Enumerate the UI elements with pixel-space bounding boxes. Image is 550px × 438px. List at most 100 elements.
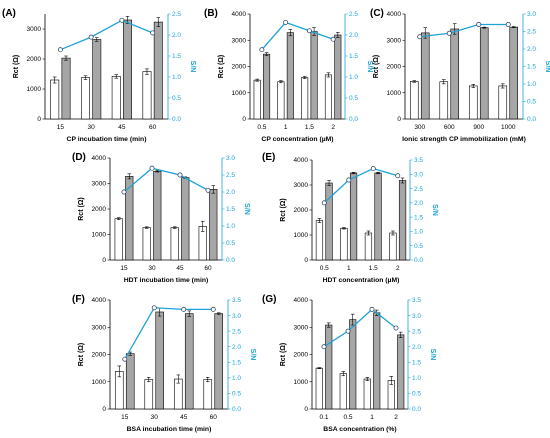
bar-before (50, 79, 60, 120)
y2-tick-label: 2.5 (412, 328, 421, 335)
sn-point (446, 30, 452, 36)
x-tick-label: 0.1 (319, 414, 328, 421)
x-tick-label: 45 (176, 265, 184, 272)
x-tick-label: 1 (284, 124, 288, 131)
y2-tick-label: 2.0 (232, 344, 241, 351)
y2-tick-label: 0.5 (527, 99, 536, 106)
y2-tick-label: 1.5 (232, 359, 241, 366)
sn-point (321, 200, 327, 206)
y2-tick-label: 0.0 (412, 406, 421, 413)
y2-tick-label: 1.0 (527, 81, 536, 88)
x-tick-label: 60 (204, 265, 212, 272)
bar-after (310, 31, 318, 120)
y2-tick-label: 1.0 (172, 74, 181, 81)
y2-tick-label: 2.0 (527, 46, 536, 53)
bar-after (214, 313, 224, 410)
y2-tick-label: 2.5 (527, 29, 536, 36)
y2-tick-label: 0.5 (412, 391, 421, 398)
y2-tick-label: 1.5 (226, 206, 235, 213)
y2-axis-title: S/N (189, 61, 196, 73)
sn-point (330, 36, 336, 42)
y-tick-label: 3000 (232, 37, 247, 44)
chart-panel-3: (C) 0 1000 2000 3000 4000 0.0 0.5 1.0 1.5 2.0 2.5 3.… (370, 8, 550, 143)
bar-after (155, 311, 165, 410)
x-tick-label: 30 (88, 124, 96, 131)
bar-after (92, 39, 102, 120)
y-tick-label: 3000 (294, 182, 309, 189)
chart-panel-1: (A) 0 1000 2000 3000 0.0 0.5 1.0 1.5 2.0 2.5 Rct (Ω… (2, 8, 196, 143)
y-axis-title: Rct (Ω) (218, 55, 225, 79)
y-axis-title: Rct (Ω) (78, 197, 85, 221)
y2-tick-label: 1.5 (172, 53, 181, 60)
bar-before (439, 81, 449, 120)
x-axis-title: HDT concentration (µM) (323, 277, 400, 284)
bar-after (181, 177, 190, 261)
bar-after (349, 319, 357, 410)
y-tick-label: 2000 (232, 64, 247, 71)
bar-after (398, 180, 407, 261)
sn-point (121, 189, 127, 195)
bar-before (339, 373, 347, 410)
bar-before (277, 81, 285, 120)
y2-tick-label: 1.0 (226, 223, 235, 230)
panel-label: (A) (2, 8, 16, 19)
chart-panel-6: (F) 0 1000 2000 3000 4000 0.0 0.5 1.0 1.5 2.0 2.5 3.… (72, 294, 256, 433)
sn-point (149, 165, 155, 171)
sn-point (151, 305, 157, 311)
sn-point (177, 172, 183, 178)
bar-after (263, 53, 271, 120)
x-axis-title: BSA concentration (%) (323, 426, 396, 433)
y2-tick-label: 2.5 (172, 11, 181, 18)
bar-before (203, 379, 213, 410)
y2-tick-label: 0.5 (349, 95, 358, 102)
sn-point (346, 177, 352, 183)
y2-axis-title: S/N (366, 61, 373, 73)
y-tick-label: 3000 (387, 37, 402, 44)
panel-label: (D) (72, 152, 86, 163)
sn-point (57, 47, 63, 53)
y2-tick-label: 1.0 (232, 375, 241, 382)
y-tick-label: 4000 (387, 11, 402, 18)
y2-tick-label: 0.5 (232, 391, 241, 398)
sn-point (321, 344, 327, 350)
bar-before (142, 227, 151, 261)
bar-before (142, 71, 152, 120)
bar-before (315, 367, 323, 410)
bar-before (170, 227, 179, 261)
y2-tick-label: 2.5 (226, 172, 235, 179)
bar-after (334, 34, 342, 120)
bar-after (509, 26, 519, 120)
y-axis-title: Rct (Ω) (13, 55, 20, 79)
panel-label: (B) (204, 8, 218, 19)
x-tick-label: 1 (370, 414, 374, 421)
y-tick-label: 0 (242, 116, 246, 123)
y2-tick-label: 1.5 (349, 53, 358, 60)
sn-line (123, 167, 209, 193)
sn-point (88, 34, 94, 40)
x-tick-label: 60 (149, 124, 157, 131)
y-tick-label: 1000 (27, 86, 42, 93)
y-tick-label: 1000 (92, 232, 107, 239)
x-tick-label: 45 (118, 124, 126, 131)
sn-line (124, 307, 214, 360)
y2-tick-label: 3.5 (414, 157, 423, 164)
sn-point (505, 22, 511, 27)
bar-after (125, 176, 134, 261)
y2-tick-label: 0.5 (172, 95, 181, 102)
x-tick-label: 15 (121, 414, 129, 421)
x-tick-label: 1000 (501, 124, 516, 131)
y2-tick-label: 1.0 (414, 229, 423, 236)
y2-axis-title: S/N (243, 203, 250, 215)
bar-after (373, 312, 381, 410)
y2-tick-label: 0.5 (414, 243, 423, 250)
y2-tick-label: 2.5 (414, 186, 423, 193)
sn-line (261, 21, 334, 51)
bar-before (498, 85, 508, 120)
y-tick-label: 1000 (294, 379, 309, 386)
x-tick-label: 0.5 (343, 414, 352, 421)
bar-before (114, 218, 123, 261)
bar-after (125, 353, 135, 410)
y-tick-label: 1000 (387, 90, 402, 97)
bar-after (184, 313, 194, 410)
